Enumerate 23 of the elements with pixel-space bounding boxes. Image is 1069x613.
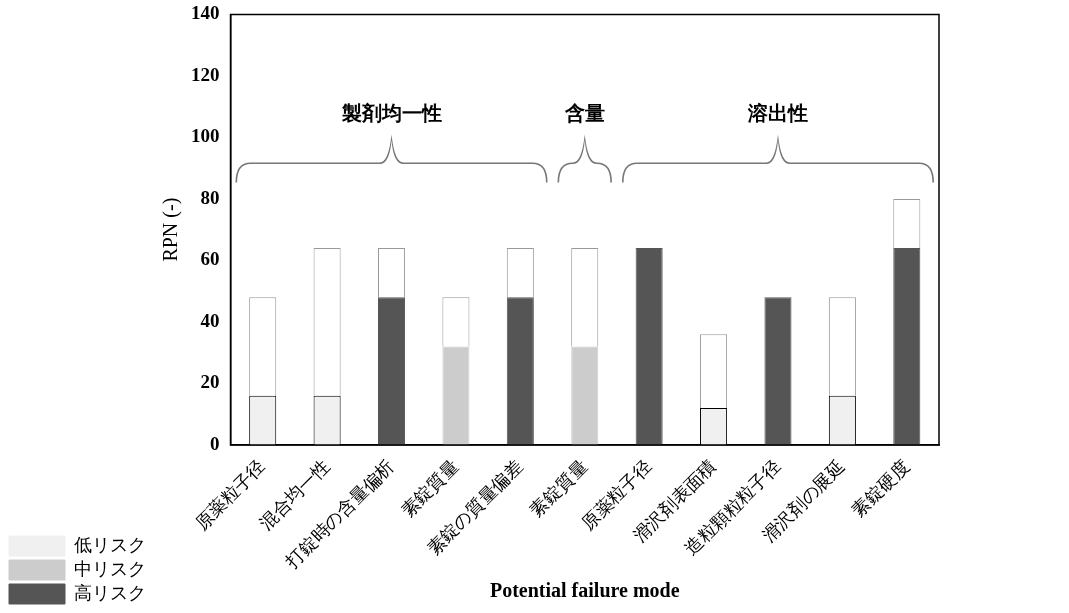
legend-label: 高リスク [74, 582, 146, 603]
x-axis-title: Potential failure mode [489, 579, 680, 602]
bar [893, 248, 921, 445]
y-tick-label: 120 [191, 63, 220, 85]
annotation: 溶出性 [746, 101, 808, 124]
y-tick-label: 40 [200, 309, 220, 331]
y-tick-label: 140 [191, 2, 220, 24]
annotation: 含量 [563, 101, 605, 124]
y-tick-label: 100 [191, 125, 220, 147]
y-tick-label: 0 [210, 432, 220, 454]
bar [635, 248, 663, 445]
bar [506, 297, 534, 445]
y-axis-title: RPN (-) [159, 197, 183, 262]
y-tick-label: 20 [200, 371, 220, 393]
bar [571, 346, 599, 445]
legend-label: 低リスク [74, 534, 146, 555]
annotation: 製剤均一性 [340, 101, 442, 124]
legend-label: 中リスク [74, 558, 146, 579]
y-tick-label: 80 [200, 186, 220, 208]
x-tick-label: 素錠硬度 [848, 455, 914, 521]
y-tick-label: 60 [200, 248, 220, 270]
bar [378, 297, 406, 445]
bar [764, 297, 792, 445]
